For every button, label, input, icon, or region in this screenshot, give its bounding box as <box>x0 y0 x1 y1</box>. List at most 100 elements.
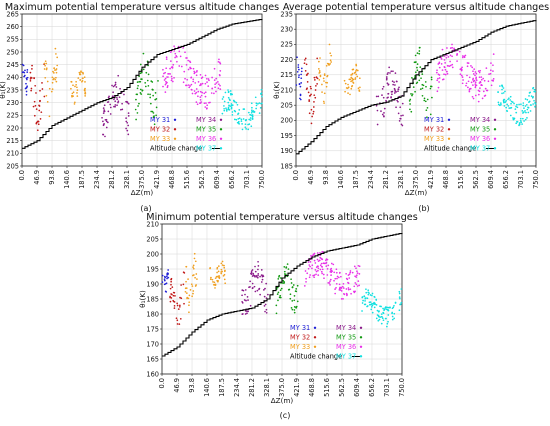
data-point-my-37 <box>233 109 236 112</box>
data-point-my-36 <box>443 59 446 61</box>
data-point-my-34 <box>103 123 105 125</box>
data-point-my-36 <box>178 50 181 53</box>
data-point-my-36 <box>322 273 325 276</box>
data-point-my-32 <box>183 302 185 305</box>
data-point-my-34 <box>257 274 259 277</box>
data-point-my-33 <box>350 87 353 90</box>
data-point-my-36 <box>449 47 452 49</box>
data-point-my-36 <box>192 78 195 81</box>
data-point-my-36 <box>170 75 173 78</box>
legend-swatch-dot <box>219 118 223 122</box>
data-point-my-34 <box>259 275 261 278</box>
data-point-my-37 <box>253 111 255 114</box>
data-point-my-34 <box>376 109 379 112</box>
data-point-my-36 <box>443 55 446 57</box>
x-tick-label: 656.2 <box>228 170 236 189</box>
data-point-my-36 <box>474 94 477 97</box>
data-point-my-37 <box>251 118 254 121</box>
data-point-my-33 <box>84 95 86 97</box>
data-point-my-33 <box>51 88 54 90</box>
data-point-my-32 <box>182 283 185 286</box>
data-point-my-35 <box>409 98 412 101</box>
x-tick-label: 421.9 <box>153 170 161 189</box>
x-tick-label: 375.0 <box>278 378 286 397</box>
data-point-my-34 <box>264 303 267 306</box>
data-point-my-34 <box>127 133 130 136</box>
data-point-my-36 <box>465 84 467 87</box>
data-point-my-35 <box>134 108 137 111</box>
data-point-my-31 <box>167 269 169 271</box>
data-point-my-32 <box>307 91 310 94</box>
data-point-my-37 <box>261 95 263 98</box>
data-point-my-36 <box>307 261 310 263</box>
data-point-my-36 <box>451 63 454 66</box>
data-point-my-36 <box>340 298 343 300</box>
data-point-my-36 <box>190 88 193 91</box>
data-point-my-33 <box>189 289 192 291</box>
data-point-my-37 <box>508 107 511 109</box>
data-point-my-36 <box>329 278 332 281</box>
data-point-my-36 <box>355 276 358 278</box>
legend-swatch-dot <box>359 345 363 348</box>
data-point-my-36 <box>353 285 356 288</box>
data-point-my-32 <box>306 73 308 76</box>
data-point-my-37 <box>399 303 401 306</box>
data-point-my-32 <box>304 59 306 61</box>
data-point-my-34 <box>101 116 103 119</box>
data-point-my-36 <box>486 89 489 92</box>
data-point-my-34 <box>397 90 399 93</box>
data-point-my-33 <box>213 281 216 284</box>
data-point-my-37 <box>398 296 401 298</box>
x-tick-label: 562.5 <box>198 170 206 189</box>
data-point-my-36 <box>218 58 220 61</box>
data-point-my-36 <box>357 280 360 282</box>
data-point-my-33 <box>322 100 325 103</box>
data-point-my-34 <box>114 83 117 86</box>
data-point-my-33 <box>211 278 214 281</box>
data-point-my-36 <box>492 70 494 72</box>
data-point-my-35 <box>135 98 137 101</box>
data-point-my-32 <box>39 99 41 102</box>
data-point-my-36 <box>343 292 345 295</box>
data-point-my-36 <box>466 74 468 77</box>
data-point-my-33 <box>76 92 78 94</box>
data-point-my-37 <box>230 103 233 105</box>
legend-label: MY 31 <box>290 324 310 332</box>
data-point-my-36 <box>186 57 188 59</box>
data-point-my-32 <box>314 79 316 81</box>
data-point-my-36 <box>469 87 472 90</box>
data-point-my-33 <box>46 100 49 103</box>
data-point-my-36 <box>195 74 198 77</box>
data-point-my-37 <box>504 101 507 103</box>
data-point-my-33 <box>45 68 48 71</box>
data-point-my-34 <box>397 88 400 90</box>
data-point-my-34 <box>263 295 266 298</box>
data-point-my-37 <box>224 91 227 94</box>
x-tick-label: 140.6 <box>203 378 211 397</box>
data-point-my-36 <box>346 294 348 297</box>
data-point-my-35 <box>149 102 152 105</box>
data-point-my-33 <box>193 257 196 260</box>
data-point-my-37 <box>231 93 234 96</box>
data-point-my-36 <box>358 273 361 275</box>
data-point-my-34 <box>126 121 129 124</box>
data-point-my-37 <box>244 123 247 126</box>
data-point-my-37 <box>514 108 517 110</box>
data-point-my-34 <box>387 71 389 74</box>
data-point-my-36 <box>492 79 494 82</box>
data-point-my-36 <box>196 70 198 72</box>
data-point-my-34 <box>385 77 388 80</box>
data-point-my-36 <box>310 254 312 257</box>
data-point-my-33 <box>193 252 196 255</box>
data-point-my-36 <box>317 260 320 263</box>
data-point-my-37 <box>225 107 227 110</box>
data-point-my-34 <box>126 101 129 104</box>
data-point-my-37 <box>400 301 403 304</box>
y-tick-label: 205 <box>6 162 19 170</box>
data-point-my-36 <box>347 288 350 291</box>
data-point-my-33 <box>188 294 191 297</box>
data-point-my-36 <box>210 92 213 94</box>
data-point-my-33 <box>330 61 332 63</box>
data-point-my-35 <box>140 93 143 95</box>
data-point-my-31 <box>23 71 26 74</box>
